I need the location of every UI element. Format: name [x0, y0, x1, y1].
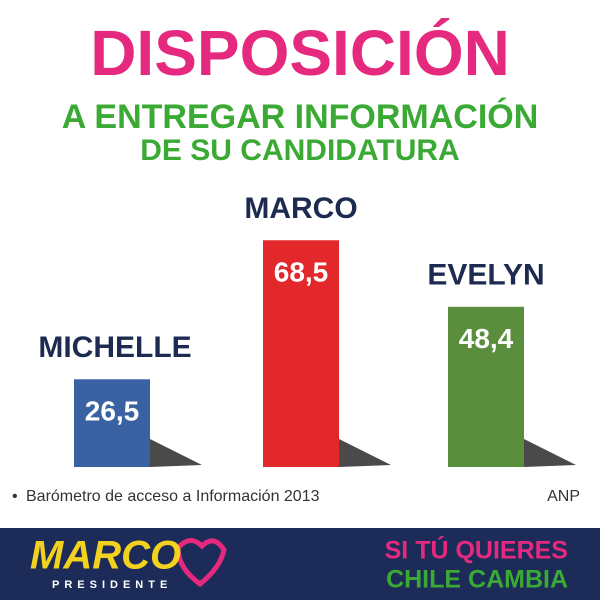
source-note: Barómetro de acceso a Información 2013 [26, 488, 320, 505]
value-label: 26,5 [85, 396, 140, 427]
subtitle-line: DE SU CANDIDATURA [140, 134, 459, 167]
bar-shadow [150, 439, 202, 467]
bar [448, 306, 524, 467]
bar-shadow [339, 439, 391, 467]
subtitle-line: A ENTREGAR INFORMACIÓN [62, 98, 539, 136]
plot: 26,5 MICHELLE 68,5 MARCO 48,4 EVELYN [38, 192, 576, 467]
chart-title: DISPOSICIÓN [90, 17, 510, 89]
source-credit: ANP [547, 488, 580, 505]
category-label: MARCO [244, 192, 357, 225]
bar-shadow [524, 439, 576, 467]
heart-icon [175, 538, 227, 588]
bar [74, 379, 150, 467]
footer-band [0, 528, 600, 600]
value-label: 48,4 [459, 323, 514, 354]
category-label: EVELYN [427, 259, 544, 292]
bullet: • [12, 488, 18, 505]
category-label: MICHELLE [38, 331, 191, 364]
logo: MARCO [30, 534, 181, 578]
bar [263, 240, 339, 467]
value-label: 68,5 [274, 257, 329, 288]
slogan-line: CHILE CAMBIA [386, 566, 568, 594]
slogan-line: SI TÚ QUIERES [385, 535, 568, 565]
logo-sub: PRESIDENTE [52, 579, 172, 591]
